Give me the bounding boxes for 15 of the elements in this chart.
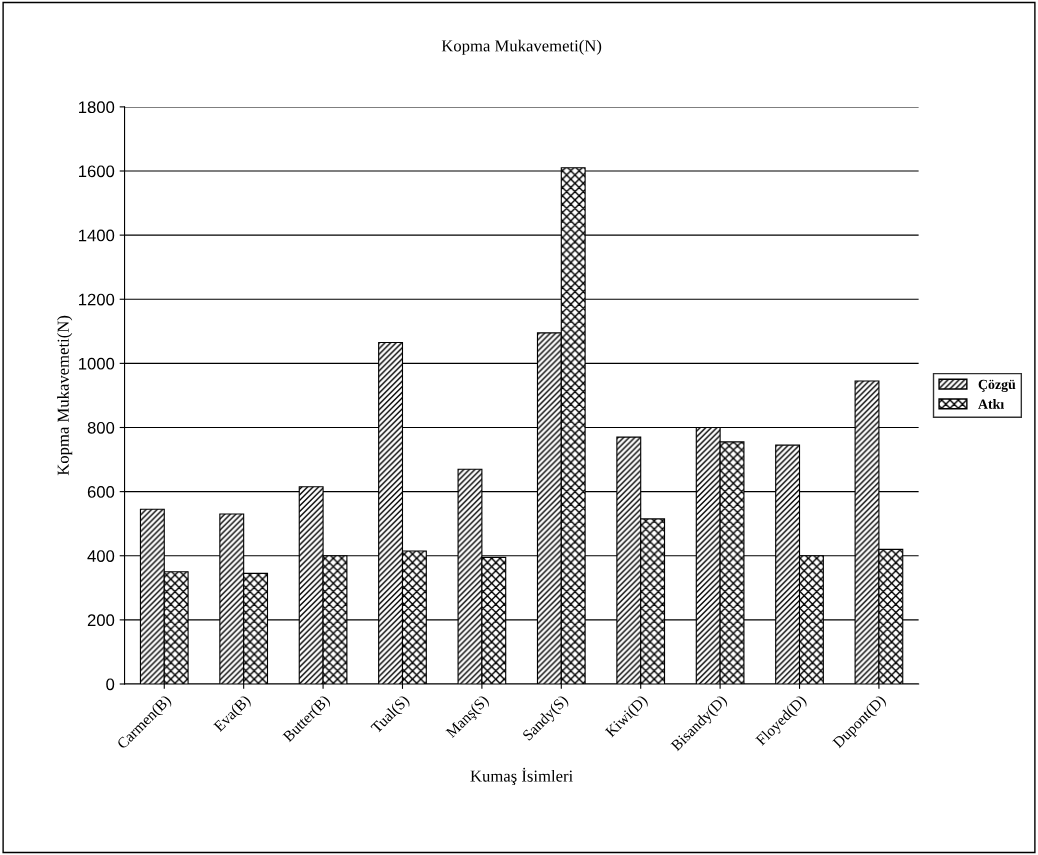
y-tick-label: 1600 (79, 165, 115, 178)
y-tick-label: 1800 (79, 101, 115, 114)
y-tick-label: 1200 (79, 293, 115, 306)
y-tick-label: 200 (87, 614, 115, 627)
y-tick-label: 1000 (79, 357, 115, 370)
y-tick-label: 1400 (79, 229, 115, 242)
y-tick-label: 800 (87, 421, 115, 434)
y-tick-label: 400 (87, 550, 115, 562)
x-axis-title: Kumaş İsimleri (470, 767, 573, 786)
y-tick-label: 0 (106, 678, 115, 691)
legend-label: Atkı (978, 399, 1004, 409)
chart-title: Kopma Mukavemeti(N) (441, 39, 602, 55)
y-axis-title: Kopma Mukavemeti(N) (57, 315, 73, 476)
legend-label: Çözgü (978, 379, 1016, 393)
y-tick-label: 600 (87, 486, 115, 498)
